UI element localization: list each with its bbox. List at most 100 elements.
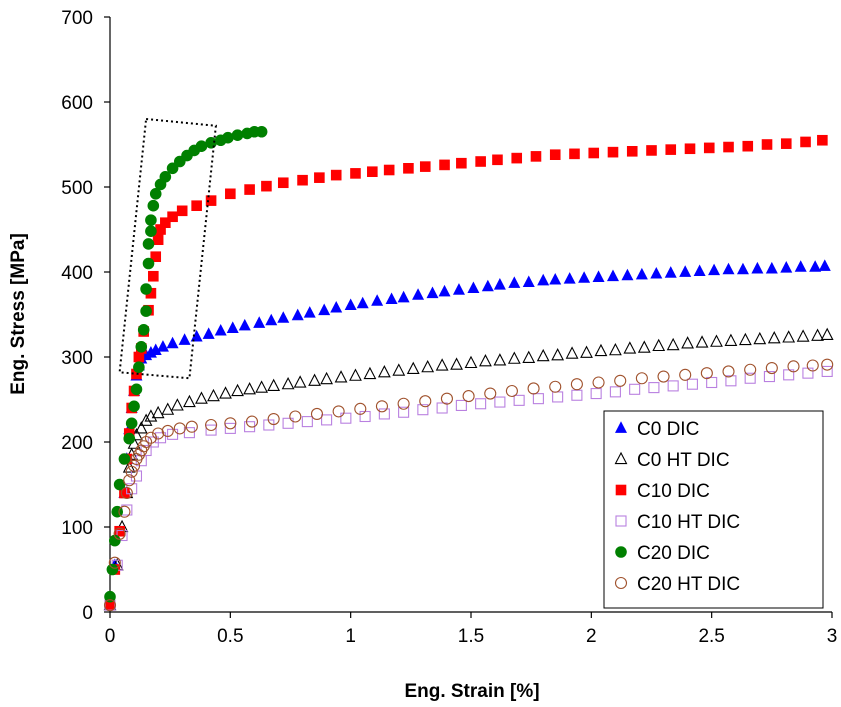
legend-marker: [615, 546, 627, 558]
data-point: [569, 148, 580, 160]
data-point: [492, 154, 503, 166]
data-point: [570, 378, 583, 391]
data-point: [161, 402, 175, 415]
data-point: [222, 131, 234, 144]
data-point: [706, 376, 718, 389]
data-point: [607, 146, 619, 158]
data-point: [765, 361, 778, 375]
data-point: [123, 474, 136, 487]
data-point: [139, 413, 153, 426]
data-point: [321, 414, 333, 426]
y-axis-title: Eng. Stress [MPa]: [8, 233, 29, 395]
legend-entry: C20 DIC: [615, 543, 710, 564]
data-point: [205, 418, 218, 432]
data-point: [475, 398, 487, 410]
data-point: [609, 386, 621, 398]
data-point: [134, 421, 148, 434]
data-point: [265, 313, 278, 326]
data-point: [231, 129, 244, 141]
data-point: [224, 417, 237, 430]
data-point: [549, 380, 562, 393]
data-point: [794, 260, 807, 272]
data-point: [245, 415, 259, 428]
data-point: [606, 269, 619, 282]
data-point: [224, 422, 236, 434]
data-point: [809, 260, 822, 272]
data-point: [722, 365, 735, 378]
data-point: [128, 459, 141, 472]
data-point: [178, 333, 191, 345]
data-point: [439, 159, 450, 171]
data-point: [536, 348, 550, 362]
y-tick-label: 300: [61, 348, 93, 369]
data-point: [363, 366, 377, 380]
data-point: [125, 417, 138, 430]
data-point: [147, 199, 160, 212]
data-point: [782, 330, 796, 343]
legend-label: C0 HT DIC: [637, 450, 730, 471]
data-point: [185, 420, 198, 433]
data-point: [397, 290, 410, 303]
y-tick-label: 400: [61, 263, 93, 284]
data-point: [629, 383, 641, 395]
data-point: [637, 340, 651, 353]
data-point: [303, 306, 316, 318]
legend-marker: [615, 421, 627, 433]
data-point: [166, 162, 179, 175]
data-point: [763, 370, 775, 383]
data-point: [652, 338, 666, 352]
data-point: [537, 273, 550, 286]
data-point: [667, 380, 679, 392]
data-point: [761, 139, 773, 150]
x-tick-label: 1.5: [458, 626, 484, 647]
data-point: [744, 363, 757, 376]
data-point: [205, 195, 217, 206]
data-point: [202, 327, 215, 339]
data-point: [152, 427, 165, 440]
data-point: [738, 332, 752, 346]
data-point: [608, 342, 622, 356]
data-point: [137, 323, 150, 336]
data-point: [219, 386, 232, 399]
data-point: [135, 340, 148, 353]
data-point: [332, 405, 345, 418]
data-point: [767, 331, 781, 344]
data-point: [142, 257, 155, 270]
data-point: [156, 340, 169, 352]
data-point: [108, 556, 121, 569]
data-point: [700, 367, 713, 380]
legend-entry: C0 DIC: [615, 419, 699, 440]
data-point: [344, 298, 357, 310]
data-point: [176, 205, 188, 217]
data-point: [765, 261, 778, 274]
data-point: [513, 394, 525, 406]
data-point: [532, 393, 544, 405]
data-point: [330, 300, 343, 313]
data-point: [635, 267, 648, 280]
data-point: [314, 172, 325, 183]
data-point: [191, 200, 202, 211]
data-point: [800, 136, 811, 148]
data-point: [666, 337, 680, 351]
data-point: [267, 378, 281, 391]
data-point: [133, 361, 145, 374]
data-point: [277, 177, 289, 189]
legend-label: C10 DIC: [637, 481, 710, 502]
data-point: [354, 402, 367, 415]
data-point: [412, 288, 425, 300]
data-point: [475, 156, 486, 167]
data-point: [301, 416, 313, 428]
data-point: [148, 270, 159, 282]
data-point: [267, 412, 280, 426]
data-point: [195, 391, 208, 404]
data-point: [710, 334, 723, 347]
data-point: [820, 327, 834, 340]
data-point: [722, 262, 735, 275]
data-point: [665, 144, 677, 155]
data-point: [282, 417, 294, 429]
series-c20-dic: [104, 125, 268, 603]
data-point: [493, 353, 507, 366]
data-point: [455, 399, 467, 412]
x-tick-label: 0.5: [217, 626, 243, 647]
